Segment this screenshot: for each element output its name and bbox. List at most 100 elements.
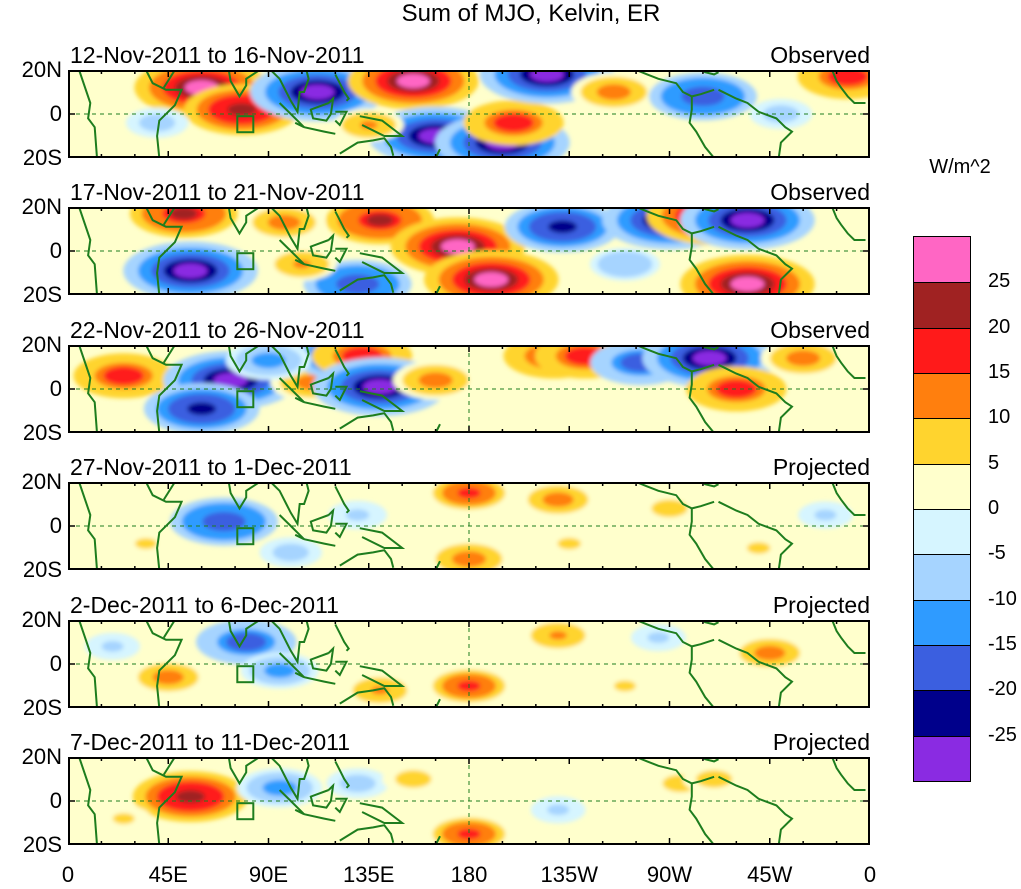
coastline [334, 73, 350, 102]
anomaly-contour [268, 782, 291, 793]
longitude-tick-label: 90W [646, 862, 693, 887]
coastline [309, 370, 335, 397]
coastline [339, 274, 395, 294]
colorbar-tick-label: -25 [988, 723, 1017, 746]
anomaly-contour [349, 779, 366, 788]
anomaly-contour [173, 263, 208, 279]
coastline [334, 210, 350, 239]
anomaly-contour [457, 828, 481, 840]
anomaly-contour [458, 554, 480, 564]
coastline [334, 760, 350, 789]
anomaly-contour [441, 239, 475, 254]
anomaly-contour [269, 666, 290, 676]
colorbar-tick-label: -15 [988, 633, 1017, 655]
coastline [278, 789, 305, 816]
anomaly-contour [273, 217, 295, 228]
anomaly-contour [689, 90, 717, 103]
coastline [359, 802, 406, 824]
coastline [688, 96, 715, 158]
coastline [145, 757, 184, 845]
coastline [718, 225, 794, 295]
colorbar-tick-label: -10 [988, 587, 1017, 610]
anomaly-contour [618, 682, 632, 690]
coastline [700, 620, 719, 626]
coastline [278, 377, 305, 404]
coastline [334, 385, 349, 402]
coastline [831, 757, 866, 791]
panel-status-label: Observed [770, 317, 870, 343]
coastline [303, 813, 336, 822]
coastline [162, 70, 176, 89]
coastline [269, 482, 310, 527]
colorbar-segment [914, 509, 970, 555]
coastline [78, 345, 98, 433]
anomaly-contour [551, 806, 565, 814]
coastline [162, 620, 176, 639]
anomaly-contour [227, 103, 257, 116]
anomaly-contour [661, 504, 678, 513]
anomaly-contour [530, 70, 564, 82]
coastline [359, 115, 406, 137]
coastline [78, 482, 98, 570]
anomaly-contour [111, 370, 137, 382]
latitude-tick-label: 20N [21, 607, 62, 632]
longitude-tick-label: 45E [148, 862, 188, 887]
anomaly-contour [424, 375, 447, 386]
longitude-tick-label: 135W [540, 862, 598, 887]
anomaly-contour [818, 511, 833, 519]
anomaly-contour [350, 511, 365, 519]
colorbar-segment [914, 373, 970, 419]
coastline [700, 345, 719, 351]
panel-status-label: Observed [770, 42, 870, 68]
index-box [236, 252, 255, 271]
map-panel [68, 207, 870, 295]
anomaly-contour [751, 544, 766, 552]
colorbar-segment [914, 463, 970, 509]
coastline [78, 620, 98, 708]
panel-period-label: 22-Nov-2011 to 26-Nov-2011 [70, 317, 365, 343]
coastline [309, 645, 335, 672]
anomaly-contour [363, 379, 397, 395]
panel-period-label: 7-Dec-2011 to 11-Dec-2011 [70, 729, 350, 755]
coastline [635, 482, 715, 510]
coastline [718, 363, 794, 433]
coastline [718, 638, 794, 708]
colorbar-segment [914, 554, 970, 600]
coastline [359, 252, 406, 274]
anomaly-contour [176, 790, 205, 803]
anomaly-contour [835, 70, 861, 83]
coastline [145, 70, 184, 158]
panel-status-label: Projected [772, 454, 870, 480]
index-box [236, 527, 255, 546]
latitude-tick-label: 20N [21, 332, 62, 357]
coastline [334, 348, 350, 377]
coastline [278, 652, 305, 679]
coastline [334, 623, 350, 652]
colorbar-segment [914, 237, 970, 283]
panel-period-label: 12-Nov-2011 to 16-Nov-2011 [70, 42, 365, 68]
coastline [334, 485, 350, 514]
anomaly-contour [792, 353, 814, 364]
panel-period-label: 17-Nov-2011 to 21-Nov-2011 [70, 179, 365, 205]
anomaly-contour [210, 515, 238, 528]
panel-status-label: Observed [770, 179, 870, 205]
coastline [718, 88, 794, 158]
latitude-tick-label: 0 [49, 238, 62, 263]
coastline [162, 757, 176, 776]
colorbar [913, 236, 971, 782]
coastline [700, 482, 719, 488]
latitude-tick-label: 20S [22, 557, 62, 582]
coastline [339, 137, 395, 157]
colorbar-tick-label: -20 [988, 678, 1017, 701]
colorbar-segment [914, 327, 970, 373]
colorbar-segment [914, 735, 970, 781]
anomaly-contour [344, 278, 372, 290]
latitude-tick-label: 0 [49, 651, 62, 676]
coastline [269, 207, 310, 252]
coastline [334, 522, 349, 539]
map-panel [68, 345, 870, 433]
coastline [831, 620, 866, 654]
anomaly-contour [474, 272, 509, 287]
anomaly-contour [730, 276, 765, 292]
